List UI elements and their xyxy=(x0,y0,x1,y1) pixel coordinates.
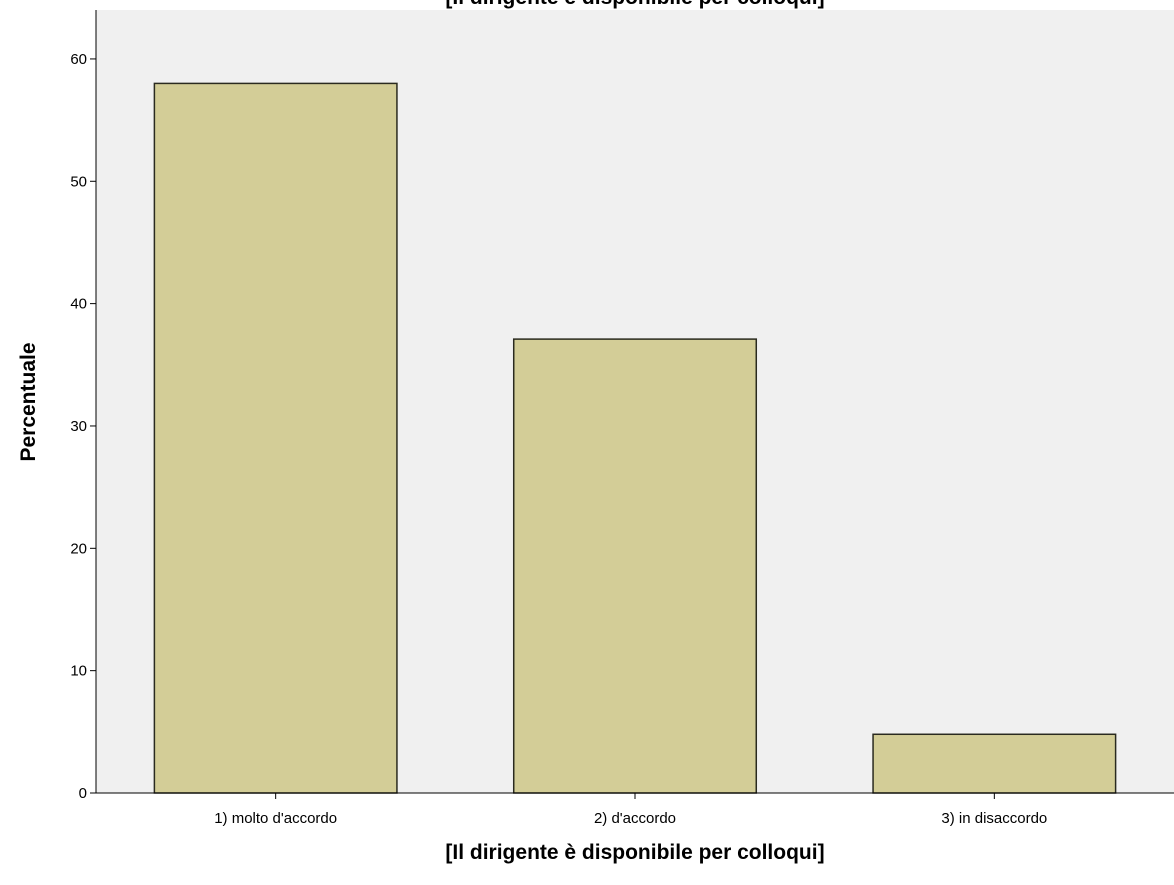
x-tick-label: 2) d'accordo xyxy=(594,810,676,827)
y-tick-label: 60 xyxy=(70,51,87,68)
y-tick-label: 50 xyxy=(70,173,87,190)
x-axis-title: [Il dirigente è disponibile per colloqui… xyxy=(445,841,824,864)
y-tick-label: 30 xyxy=(70,418,87,435)
bar-1 xyxy=(153,82,398,794)
y-tick-label: 40 xyxy=(70,296,87,313)
y-tick-label: 10 xyxy=(70,663,87,680)
bar-3 xyxy=(872,733,1117,794)
x-axis-ticks: 1) molto d'accordo 2) d'accordo 3) in disa… xyxy=(214,793,1047,827)
y-axis-title: Percentuale xyxy=(17,342,40,461)
x-tick-label: 1) molto d'accordo xyxy=(214,810,337,827)
bars-group xyxy=(153,82,1117,794)
y-tick-label: 0 xyxy=(79,785,87,802)
y-tick-label: 20 xyxy=(70,540,87,557)
x-tick-label: 3) in disaccordo xyxy=(941,810,1047,827)
bar-2 xyxy=(512,338,758,794)
y-axis-ticks: 0 10 20 30 40 50 60 xyxy=(70,51,96,802)
chart-title: [Il dirigente è disponibile per colloqui… xyxy=(445,0,824,9)
